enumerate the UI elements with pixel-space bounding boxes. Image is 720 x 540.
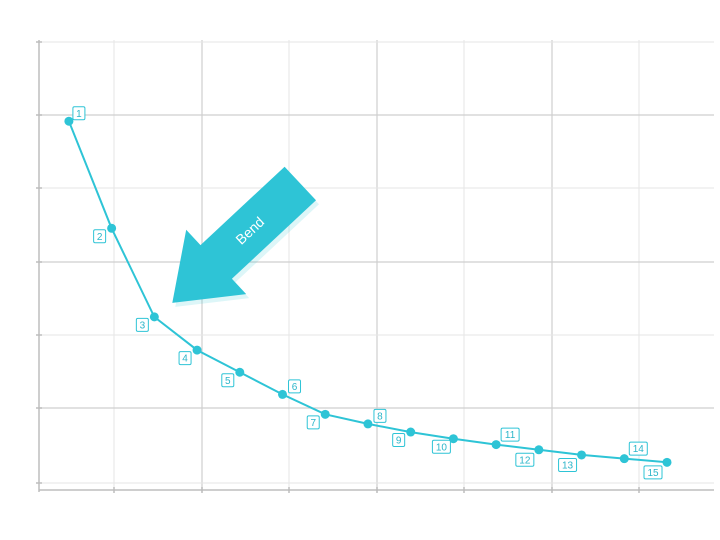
point-label-box	[72, 106, 86, 121]
point-label-box	[628, 441, 648, 456]
point-label-text: 3	[140, 320, 146, 331]
data-point[interactable]	[619, 454, 629, 464]
point-label-text: 4	[182, 354, 188, 365]
point-label: 10	[431, 439, 451, 454]
point-label: 2	[93, 229, 107, 244]
point-label-box	[431, 439, 451, 454]
series-line	[67, 120, 668, 464]
point-label-text: 15	[647, 468, 659, 479]
point-label-text: 12	[519, 455, 531, 466]
data-point[interactable]	[491, 440, 501, 450]
point-label-text: 1	[76, 109, 82, 120]
data-point[interactable]	[577, 450, 587, 460]
point-label-text: 9	[396, 436, 402, 447]
point-label-box	[500, 427, 520, 442]
point-label-text: 10	[436, 442, 448, 453]
data-point[interactable]	[662, 457, 672, 467]
point-label-box	[288, 379, 302, 394]
point-label-box	[221, 373, 235, 388]
data-point[interactable]	[192, 345, 202, 355]
point-label-text: 5	[225, 376, 231, 387]
bend-annotation: Bend	[172, 166, 319, 307]
point-label-text: 2	[97, 232, 103, 243]
series	[64, 116, 672, 467]
point-label: 13	[558, 457, 578, 472]
data-point[interactable]	[448, 434, 458, 444]
data-point[interactable]	[64, 116, 74, 126]
grid	[39, 40, 714, 492]
point-label: 5	[221, 373, 235, 388]
point-label: 3	[135, 317, 149, 332]
point-label: 11	[500, 427, 520, 442]
point-label-box	[558, 457, 578, 472]
axes	[36, 40, 714, 493]
point-label-box	[392, 433, 406, 448]
data-point[interactable]	[149, 312, 159, 322]
point-label: 12	[515, 452, 535, 467]
point-label-text: 14	[633, 444, 645, 455]
point-label: 7	[306, 415, 320, 430]
point-label-box	[178, 351, 192, 366]
data-point[interactable]	[107, 223, 117, 233]
point-label-box	[373, 408, 387, 423]
point-label-text: 11	[505, 430, 516, 441]
point-label: 4	[178, 351, 192, 366]
point-label-box	[93, 229, 107, 244]
point-label-box	[135, 317, 149, 332]
point-label: 1	[72, 106, 86, 121]
data-point[interactable]	[320, 409, 330, 419]
point-label-box	[643, 465, 663, 480]
data-point[interactable]	[278, 389, 288, 399]
point-label: 8	[373, 408, 387, 423]
point-label: 15	[643, 465, 663, 480]
point-label-text: 8	[377, 412, 383, 423]
data-point[interactable]	[534, 445, 544, 455]
bend-arrow-shape	[172, 166, 316, 303]
bend-arrow: Bend	[172, 166, 319, 307]
data-point[interactable]	[406, 427, 416, 437]
data-point[interactable]	[363, 419, 373, 429]
point-label-text: 6	[292, 382, 298, 393]
point-label: 9	[392, 433, 406, 448]
point-label: 14	[628, 441, 648, 456]
point-label: 6	[288, 379, 302, 394]
point-label-box	[515, 452, 535, 467]
point-label-box	[306, 415, 320, 430]
data-point[interactable]	[235, 367, 245, 377]
point-label-text: 13	[562, 461, 574, 472]
point-label-text: 7	[310, 418, 316, 429]
